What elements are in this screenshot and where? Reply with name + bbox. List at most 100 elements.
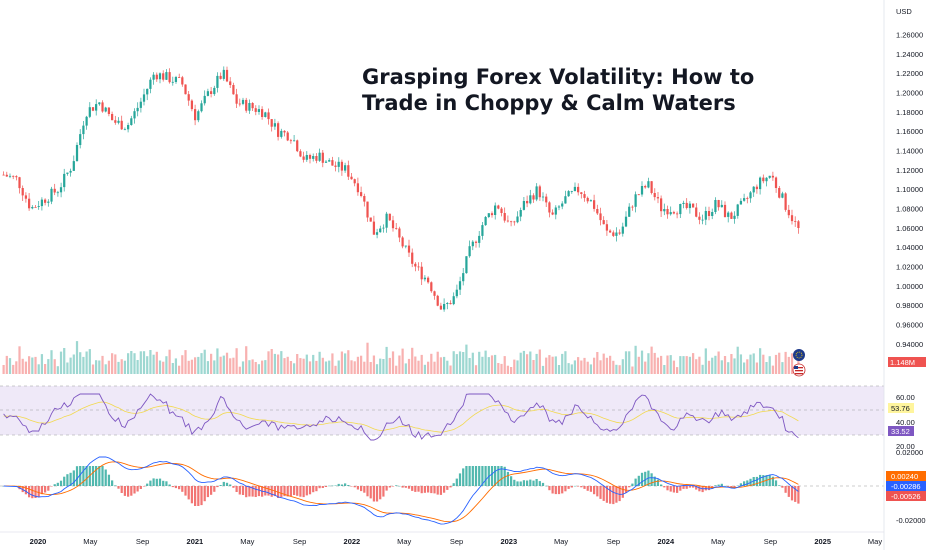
macd-hist-bar bbox=[391, 486, 395, 487]
volume-bar bbox=[778, 352, 781, 374]
volume-bar bbox=[519, 352, 522, 374]
volume-bar bbox=[739, 354, 743, 374]
volume-bar bbox=[727, 362, 730, 374]
volume-bar bbox=[91, 364, 95, 374]
candle-body bbox=[727, 212, 730, 217]
volume-bar bbox=[577, 357, 580, 374]
price-tick-15: 0.96000 bbox=[896, 321, 923, 330]
candle-body bbox=[759, 177, 762, 190]
volume-bar bbox=[66, 362, 69, 374]
price-tick-6: 1.14000 bbox=[896, 147, 923, 156]
macd-hist-bar bbox=[490, 466, 494, 486]
macd-hist-bar bbox=[75, 466, 79, 486]
time-label-14: Sep bbox=[764, 537, 777, 546]
candle-body bbox=[40, 199, 44, 207]
candle-body bbox=[398, 228, 401, 238]
candle-body bbox=[640, 186, 644, 195]
time-label-3: 2021 bbox=[187, 537, 204, 546]
macd-hist-bar bbox=[219, 485, 222, 486]
volume-bar bbox=[194, 357, 197, 374]
candle-body bbox=[114, 120, 117, 123]
candle-body bbox=[133, 111, 136, 119]
flag-icon-us[interactable] bbox=[792, 363, 806, 377]
volume-bar bbox=[650, 346, 653, 374]
macd-hist-bar bbox=[465, 466, 468, 486]
macd-hist-bar bbox=[85, 466, 88, 486]
macd-hist-bar bbox=[510, 476, 513, 486]
candle-body bbox=[88, 107, 91, 117]
time-axis: 2020 May Sep 2021 May Sep 2022 May Sep 2023 May Sep… bbox=[30, 537, 883, 546]
macd-hist-bar bbox=[321, 486, 324, 488]
candle-body bbox=[123, 129, 127, 131]
volume-bar bbox=[529, 351, 532, 374]
macd-hist-bar bbox=[98, 466, 101, 486]
volume-bar bbox=[685, 356, 688, 374]
volume-bar bbox=[717, 351, 720, 374]
macd-hist-bar bbox=[589, 486, 593, 492]
candle-body bbox=[615, 232, 618, 236]
volume-bar bbox=[759, 348, 762, 374]
candle-body bbox=[609, 230, 612, 233]
macd-hist-bar bbox=[388, 486, 391, 488]
volume-bar bbox=[28, 356, 31, 374]
volume-bar bbox=[653, 352, 656, 374]
volume-bar bbox=[465, 344, 468, 374]
volume-bar bbox=[548, 355, 551, 374]
volume-bar bbox=[21, 358, 24, 374]
macd-hist-bar bbox=[637, 475, 640, 486]
candle-body bbox=[219, 75, 222, 79]
volume-bar bbox=[82, 356, 85, 374]
candle-body bbox=[375, 232, 379, 235]
candle-body bbox=[714, 200, 717, 212]
volume-bar bbox=[395, 365, 398, 374]
macd-hist-bar bbox=[778, 485, 781, 486]
candle-body bbox=[624, 216, 628, 227]
macd-hist-bar bbox=[663, 486, 666, 488]
macd-hist-bar bbox=[535, 479, 538, 486]
volume-bar bbox=[407, 358, 411, 374]
macd-hist-bar bbox=[340, 484, 344, 486]
volume-bar bbox=[385, 346, 388, 374]
macd-hist-bar bbox=[446, 486, 449, 490]
candle-body bbox=[302, 156, 305, 160]
macd-hist-bar bbox=[56, 482, 59, 486]
volume-bar bbox=[50, 350, 53, 374]
macd-hist-bar bbox=[503, 466, 506, 486]
candle-body bbox=[200, 103, 203, 112]
volume-bar bbox=[130, 351, 133, 374]
candle-body bbox=[455, 289, 458, 297]
candle-body bbox=[650, 181, 653, 193]
macd-hist-bar bbox=[91, 466, 95, 486]
macd-hist-bar bbox=[494, 466, 497, 486]
candle-body bbox=[203, 95, 206, 104]
candle-body bbox=[50, 188, 53, 202]
volume-bar bbox=[56, 366, 59, 374]
volume-bar bbox=[101, 355, 104, 374]
candle-body bbox=[391, 220, 395, 229]
price-tick-0: 1.26000 bbox=[896, 31, 923, 40]
volume-bar bbox=[8, 358, 12, 374]
macd-hist-bar bbox=[353, 486, 356, 488]
candle-body bbox=[554, 207, 557, 215]
volume-bar bbox=[369, 362, 372, 374]
candle-body bbox=[245, 99, 248, 111]
candle-body bbox=[21, 188, 24, 196]
flag-icon-eu[interactable] bbox=[793, 349, 805, 361]
macd-hist-bar bbox=[206, 486, 210, 498]
volume-bar bbox=[174, 358, 178, 374]
macd-hist-bar bbox=[401, 486, 404, 488]
volume-bar bbox=[321, 357, 324, 374]
volume-bar bbox=[308, 361, 312, 374]
candle-body bbox=[481, 225, 484, 236]
volume-bar bbox=[53, 359, 56, 374]
candle-body bbox=[474, 241, 478, 243]
macd-histogram bbox=[2, 466, 800, 506]
price-tick-8: 1.10000 bbox=[896, 185, 923, 194]
volume-bar bbox=[261, 360, 264, 374]
macd-hist-bar bbox=[609, 486, 612, 504]
volume-bar bbox=[490, 355, 494, 374]
macd-hist-bar bbox=[146, 483, 149, 486]
macd-hist-bar bbox=[624, 486, 628, 493]
macd-hist-bar bbox=[123, 486, 127, 496]
volume-bar bbox=[583, 357, 586, 374]
